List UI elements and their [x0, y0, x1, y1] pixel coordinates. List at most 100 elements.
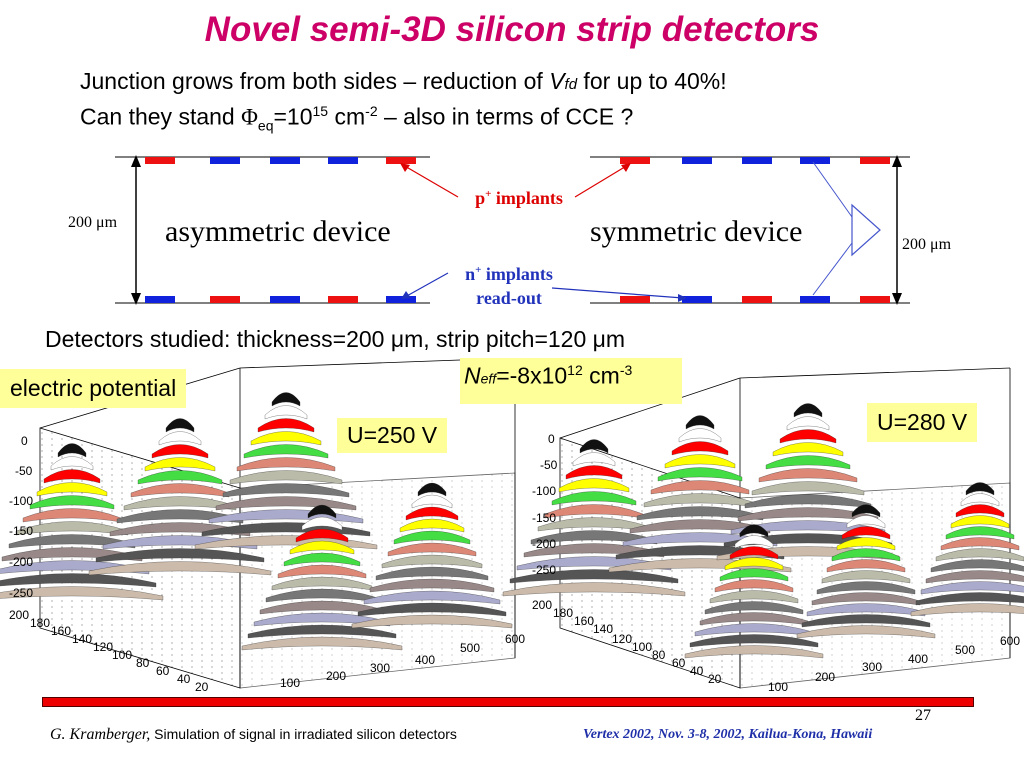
potential-band — [816, 581, 916, 595]
potential-band — [739, 524, 769, 538]
slide-title: Novel semi-3D silicon strip detectors — [204, 10, 820, 49]
potential-band — [88, 561, 272, 576]
left-thickness-label: 200 μm — [68, 214, 118, 231]
potential-band — [50, 456, 94, 471]
axis-tick-label: 160 — [574, 614, 595, 628]
implant-strip — [620, 157, 650, 164]
potential-band — [851, 504, 881, 518]
potential-band — [751, 481, 865, 496]
potential-band — [811, 592, 921, 606]
implant-strip — [386, 296, 416, 303]
right-arrow-head-bottom — [892, 293, 902, 305]
potential-band — [940, 537, 1020, 551]
potential-band — [765, 455, 851, 470]
potential-band — [509, 569, 679, 584]
implant-strip — [210, 157, 240, 164]
potential-band — [910, 603, 1024, 617]
axis-tick-label: 200 — [9, 608, 30, 622]
potential-band — [772, 442, 844, 457]
potential-band — [643, 493, 757, 508]
footer-author: G. Kramberger, Simulation of signal in i… — [50, 726, 457, 743]
axis-tick-label: 200 — [532, 598, 553, 612]
axis-tick-label: 80 — [136, 656, 150, 670]
right-voltage-label: U=280 V — [867, 403, 978, 442]
potential-band — [664, 454, 736, 469]
potential-band — [357, 602, 507, 617]
potential-band — [831, 548, 901, 562]
left-voltage-label: U=250 V — [337, 418, 448, 453]
axis-tick-label: 0 — [548, 432, 555, 446]
fluence-line: Can they stand Φeq=1015 cm-2 – also in t… — [80, 103, 634, 134]
potential-band — [43, 469, 101, 484]
axis-tick-label: 500 — [460, 641, 481, 655]
axis-tick-label: 400 — [908, 652, 929, 666]
potential-band — [289, 540, 355, 555]
implant-strip — [386, 157, 416, 164]
potential-band — [502, 582, 686, 597]
axis-tick-label: 60 — [672, 656, 686, 670]
axis-tick-label: -250 — [9, 586, 34, 600]
page-number: 27 — [915, 707, 931, 724]
axis-tick-label: 600 — [1000, 634, 1021, 648]
potential-band — [796, 625, 936, 639]
potential-band — [786, 416, 830, 431]
axis-tick-label: 200 — [815, 670, 836, 684]
symmetric-device-label: symmetric device — [590, 215, 803, 248]
potential-band — [579, 439, 609, 454]
potential-band — [0, 573, 157, 588]
potential-band — [636, 506, 764, 521]
axis-tick-label: -250 — [532, 563, 557, 577]
implant-strip — [860, 157, 890, 164]
potential-band — [277, 564, 367, 579]
axis-tick-label: 120 — [93, 640, 114, 654]
potential-band — [950, 515, 1010, 529]
potential-band — [301, 516, 343, 531]
potential-band — [960, 493, 1000, 507]
implant-strip — [742, 296, 772, 303]
potential-band — [243, 444, 329, 459]
potential-band — [375, 566, 489, 581]
potential-band — [144, 457, 216, 472]
potential-band — [15, 521, 129, 536]
implant-strip — [145, 296, 175, 303]
potential-band — [826, 559, 906, 573]
implant-strip — [682, 296, 712, 303]
p-arrow-right-head — [621, 163, 631, 172]
axis-tick-label: 120 — [612, 632, 633, 646]
potential-band — [123, 496, 237, 511]
implant-strip — [800, 157, 830, 164]
implant-strip — [270, 296, 300, 303]
potential-band — [247, 624, 397, 639]
potential-band — [841, 526, 891, 540]
potential-band — [0, 586, 164, 601]
detectors-studied-line: Detectors studied: thickness=200 μm, str… — [45, 326, 626, 352]
neff-label: Neff=-8x1012 cm-3 — [460, 358, 682, 404]
axis-tick-label: 40 — [177, 672, 191, 686]
potential-band — [821, 570, 911, 584]
potential-band — [151, 444, 209, 459]
axis-tick-label: 100 — [112, 648, 133, 662]
right-arrow-head-top — [892, 155, 902, 167]
potential-band — [657, 467, 743, 482]
implant-strip — [682, 157, 712, 164]
potential-band — [801, 614, 931, 628]
potential-band — [846, 515, 886, 529]
axis-tick-label: 40 — [690, 664, 704, 678]
potential-band — [945, 526, 1015, 540]
axis-tick-label: 300 — [370, 661, 391, 675]
axis-tick-label: 20 — [708, 672, 722, 686]
potential-band — [57, 443, 87, 458]
axis-tick-label: -50 — [15, 464, 33, 478]
axis-tick-label: -150 — [532, 511, 557, 525]
implant-strip — [210, 296, 240, 303]
axis-tick-label: -200 — [532, 537, 557, 551]
potential-band — [685, 415, 715, 430]
potential-band — [935, 548, 1024, 562]
potential-band — [704, 601, 804, 615]
potential-band — [565, 465, 623, 480]
potential-band — [930, 559, 1024, 573]
potential-band — [307, 504, 337, 519]
potential-band — [381, 554, 483, 569]
potential-band — [405, 506, 459, 521]
potential-band — [399, 518, 465, 533]
